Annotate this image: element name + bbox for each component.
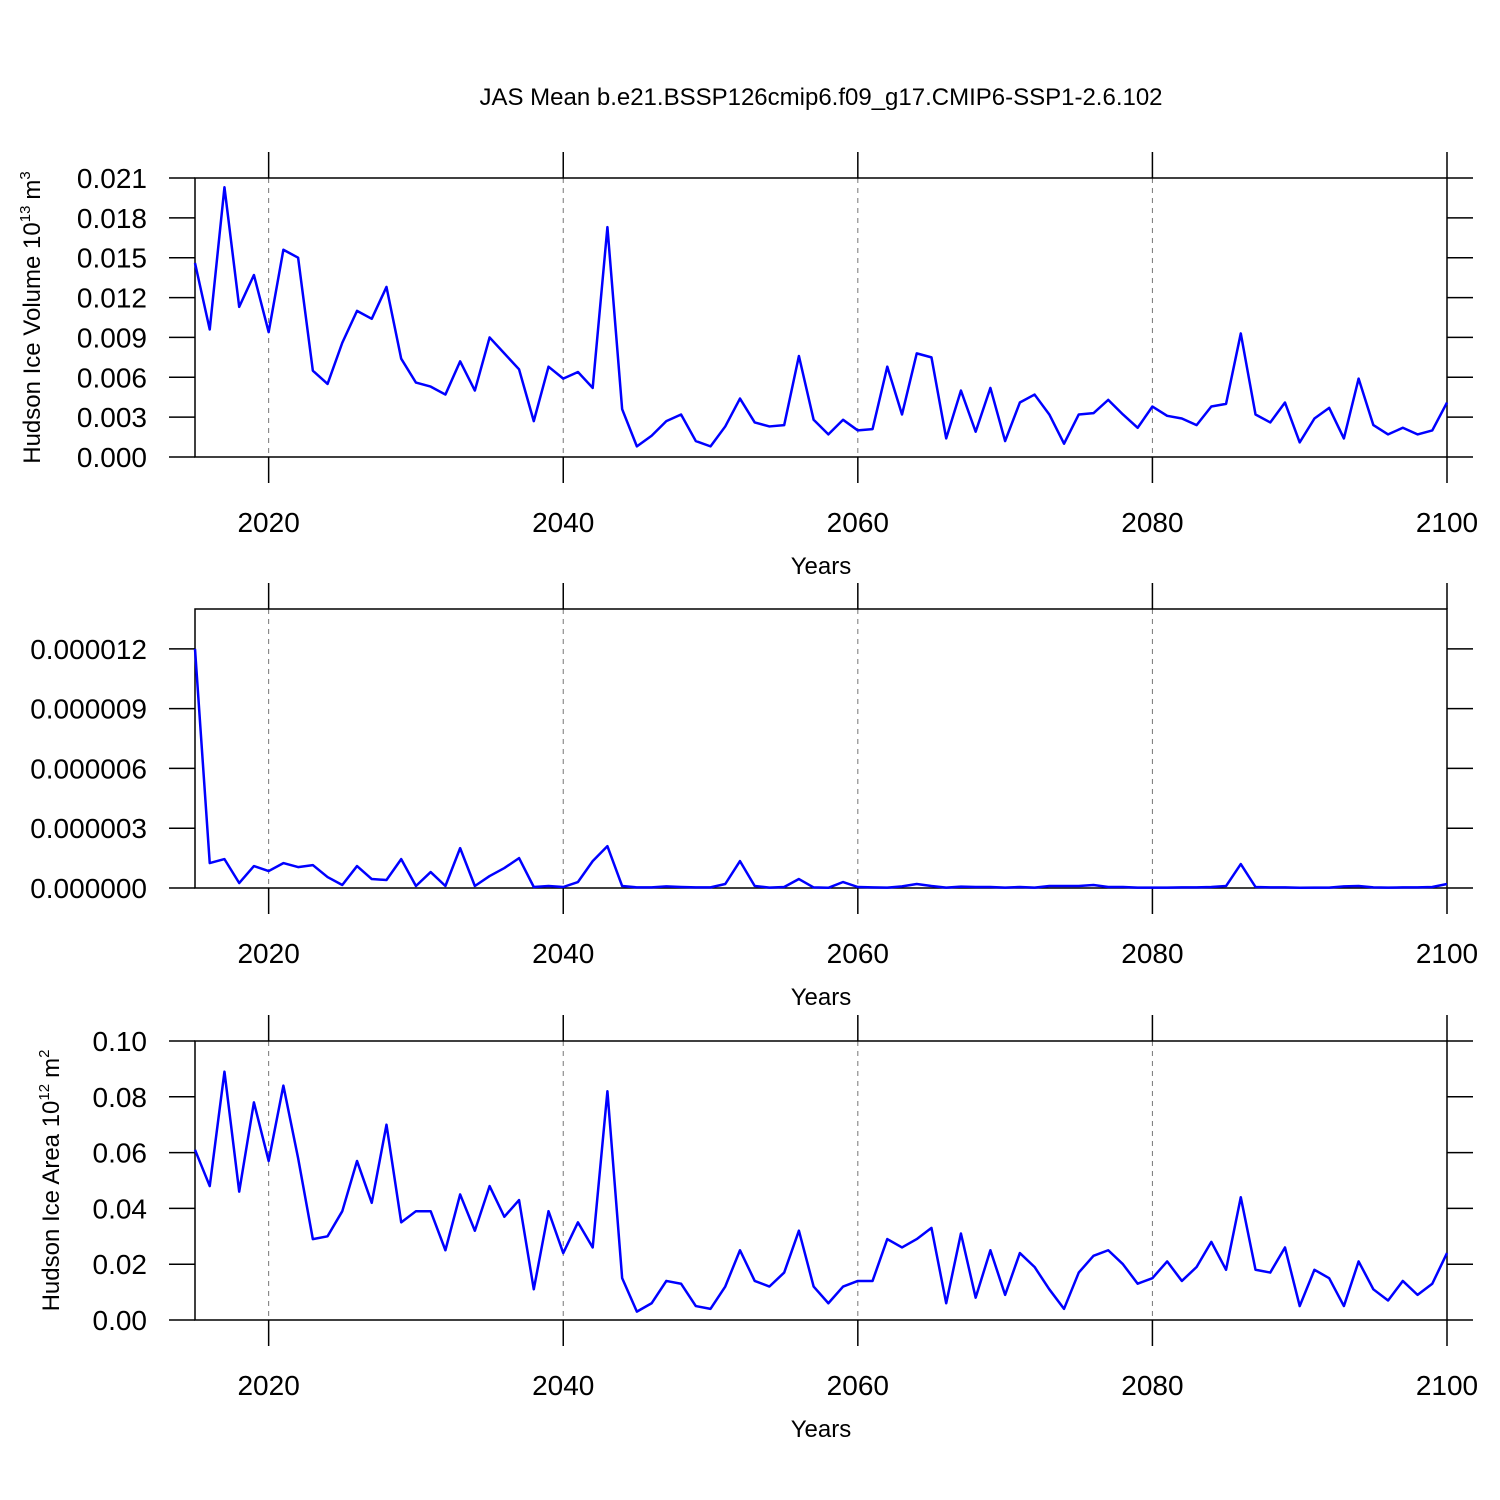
y-axis-label-part: m bbox=[19, 180, 46, 200]
y-tick-label: 0.000009 bbox=[30, 694, 147, 725]
x-tick-label: 2020 bbox=[237, 1370, 299, 1401]
y-tick-label: 0.018 bbox=[77, 203, 147, 234]
y-tick-label: 0.015 bbox=[77, 243, 147, 274]
y-tick-label: 0.009 bbox=[77, 322, 147, 353]
y-tick-label: 0.00 bbox=[93, 1305, 148, 1336]
x-tick-label: 2080 bbox=[1121, 938, 1183, 969]
x-tick-label: 2040 bbox=[532, 938, 594, 969]
y-tick-label: 0.003 bbox=[77, 402, 147, 433]
x-tick-label: 2020 bbox=[237, 938, 299, 969]
y-tick-label: 0.021 bbox=[77, 163, 147, 194]
y-axis-label-part: Hudson Ice Volume 10 bbox=[19, 222, 46, 464]
x-tick-label: 2080 bbox=[1121, 507, 1183, 538]
x-tick-label: 2060 bbox=[827, 1370, 889, 1401]
y-tick-label: 0.000003 bbox=[30, 813, 147, 844]
data-line bbox=[193, 648, 1448, 890]
y-tick-label: 0.000 bbox=[77, 442, 147, 473]
y-axis-label-superscript: 13 bbox=[17, 206, 34, 223]
x-tick-label: 2100 bbox=[1416, 938, 1478, 969]
x-tick-label: 2040 bbox=[532, 1370, 594, 1401]
chart-title: JAS Mean b.e21.BSSP126cmip6.f09_g17.CMIP… bbox=[479, 84, 1162, 111]
x-tick-label: 2080 bbox=[1121, 1370, 1183, 1401]
x-tick-label: 2060 bbox=[827, 938, 889, 969]
y-tick-label: 0.10 bbox=[93, 1026, 148, 1057]
y-tick-label: 0.06 bbox=[93, 1138, 148, 1169]
y-tick-label: 0.012 bbox=[77, 283, 147, 314]
plot-frame bbox=[194, 608, 1448, 889]
y-axis-label-superscript: 3 bbox=[17, 171, 34, 179]
data-line bbox=[193, 1070, 1449, 1313]
y-axis-label-part: Hudson Ice Area 10 bbox=[38, 1101, 65, 1312]
x-tick-label: 2020 bbox=[237, 507, 299, 538]
x-axis-label: Years bbox=[791, 1416, 852, 1443]
y-tick-label: 0.006 bbox=[77, 362, 147, 393]
y-axis-label-part: m bbox=[38, 1058, 65, 1078]
plot-frame bbox=[194, 1040, 1448, 1321]
panel: 2020 2040 2060 2080 2100 0.000000 0.000003 0.00… bbox=[30, 583, 1478, 1011]
y-tick-label: 0.02 bbox=[93, 1249, 148, 1280]
y-tick-label: 0.08 bbox=[93, 1082, 148, 1113]
y-tick-label: 0.04 bbox=[93, 1193, 148, 1224]
x-tick-label: 2060 bbox=[827, 507, 889, 538]
y-tick-label: 0.000012 bbox=[30, 634, 147, 665]
y-axis-label-superscript: 2 bbox=[36, 1050, 53, 1058]
y-axis-label: Hudson Ice Volume 1013 m3 bbox=[17, 171, 46, 464]
y-axis-label-superscript: 12 bbox=[36, 1084, 53, 1101]
x-tick-label: 2100 bbox=[1416, 507, 1478, 538]
x-axis-label: Years bbox=[791, 984, 852, 1011]
data-line bbox=[193, 186, 1449, 448]
y-tick-label: 0.000006 bbox=[30, 753, 147, 784]
panel: JAS Mean b.e21.BSSP126cmip6.f09_g17.CMIP… bbox=[17, 84, 1478, 580]
x-axis-label: Years bbox=[791, 553, 852, 580]
x-tick-label: 2040 bbox=[532, 507, 594, 538]
panel: 2020 2040 2060 2080 2100 0.00 0.02 0.04 0.06 0.08… bbox=[36, 1015, 1478, 1443]
y-axis-label: Hudson Ice Area 1012 m2 bbox=[36, 1050, 65, 1312]
plot-frame bbox=[194, 177, 1448, 458]
y-tick-label: 0.000000 bbox=[30, 873, 147, 904]
x-tick-label: 2100 bbox=[1416, 1370, 1478, 1401]
